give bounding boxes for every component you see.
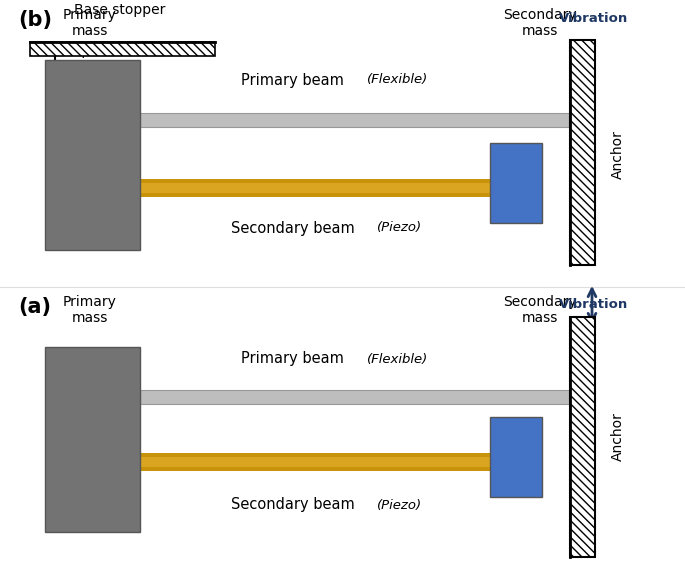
Bar <box>45 60 140 250</box>
Bar <box>140 390 570 404</box>
Bar <box>140 179 530 183</box>
Text: (Piezo): (Piezo) <box>377 498 422 511</box>
Bar <box>570 40 595 265</box>
Text: (a): (a) <box>18 297 51 317</box>
Text: Primary
mass: Primary mass <box>63 295 117 325</box>
Bar <box>45 347 140 532</box>
Text: Secondary beam: Secondary beam <box>231 498 359 513</box>
Text: Base stopper: Base stopper <box>74 3 166 17</box>
Text: Anchor: Anchor <box>611 130 625 180</box>
Text: (Piezo): (Piezo) <box>377 222 422 235</box>
Bar <box>570 317 595 557</box>
Text: (Flexible): (Flexible) <box>367 352 428 366</box>
Text: Vibration: Vibration <box>559 11 628 25</box>
Text: (b): (b) <box>18 10 52 30</box>
Text: Primary
mass: Primary mass <box>63 8 117 38</box>
Bar <box>140 453 530 457</box>
Text: Secondary
mass: Secondary mass <box>503 8 577 38</box>
Bar <box>490 143 542 223</box>
Bar <box>140 193 530 197</box>
Text: Vibration: Vibration <box>559 298 628 312</box>
Text: Anchor: Anchor <box>611 413 625 461</box>
Text: Gap: Gap <box>62 44 90 58</box>
Bar <box>490 417 542 497</box>
Bar <box>140 183 530 193</box>
Bar <box>140 457 530 467</box>
Text: Primary beam: Primary beam <box>241 351 349 367</box>
Bar <box>140 467 530 471</box>
Bar <box>140 113 570 127</box>
Text: Primary beam: Primary beam <box>241 72 349 87</box>
Text: Secondary beam: Secondary beam <box>231 220 359 235</box>
Text: Secondary
mass: Secondary mass <box>503 295 577 325</box>
Bar <box>30 42 215 56</box>
Text: (Flexible): (Flexible) <box>367 73 428 87</box>
